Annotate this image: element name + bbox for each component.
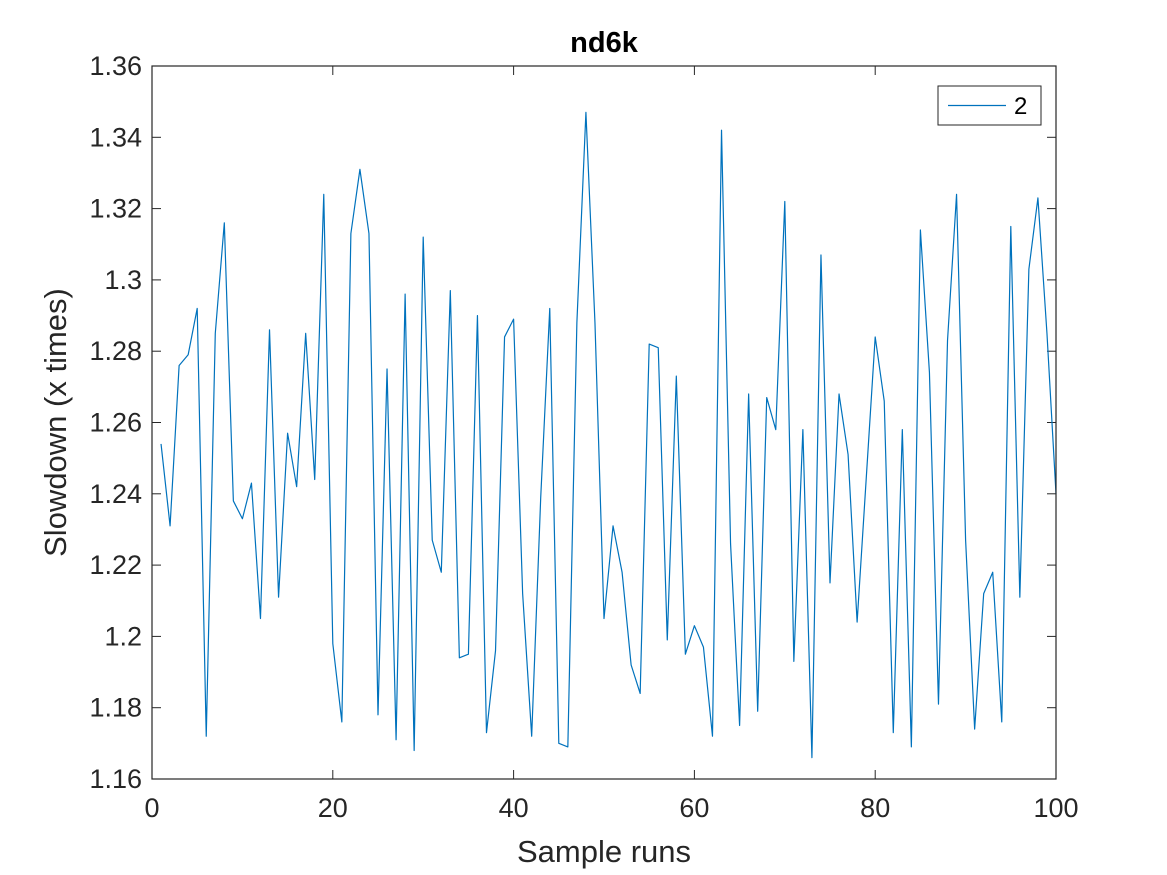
y-tick-label: 1.26 (89, 408, 142, 438)
y-tick-label: 1.24 (89, 479, 142, 509)
y-tick-label: 1.34 (89, 122, 142, 152)
legend-entry-label: 2 (1014, 93, 1027, 120)
y-tick-label: 1.28 (89, 336, 142, 366)
y-tick-label: 1.16 (89, 764, 142, 794)
x-tick-label: 80 (860, 793, 890, 823)
legend: 2 (937, 85, 1042, 126)
y-tick-label: 1.32 (89, 194, 142, 224)
x-axis-ticks: 0 20 40 60 80 100 (144, 66, 1079, 823)
chart-title: nd6k (570, 27, 639, 59)
plot-area (152, 66, 1056, 779)
series-line (160, 111, 1057, 759)
x-axis-label: Sample runs (517, 834, 691, 869)
x-tick-label: 40 (499, 793, 529, 823)
y-tick-label: 1.36 (89, 51, 142, 81)
x-tick-label: 20 (318, 793, 348, 823)
y-tick-label: 1.2 (104, 621, 142, 651)
y-axis-ticks: 1.16 1.18 1.2 1.22 1.24 1.26 1.28 1.3 1.32 1.34 1.… (89, 51, 1056, 794)
plot-frame (151, 65, 1057, 780)
y-axis-label: Slowdown (x times) (38, 288, 73, 557)
y-tick-label: 1.18 (89, 693, 142, 723)
y-tick-label: 1.22 (89, 550, 142, 580)
y-tick-label: 1.3 (104, 265, 142, 295)
x-tick-label: 0 (144, 793, 159, 823)
x-tick-label: 60 (679, 793, 709, 823)
x-tick-label: 100 (1033, 793, 1078, 823)
